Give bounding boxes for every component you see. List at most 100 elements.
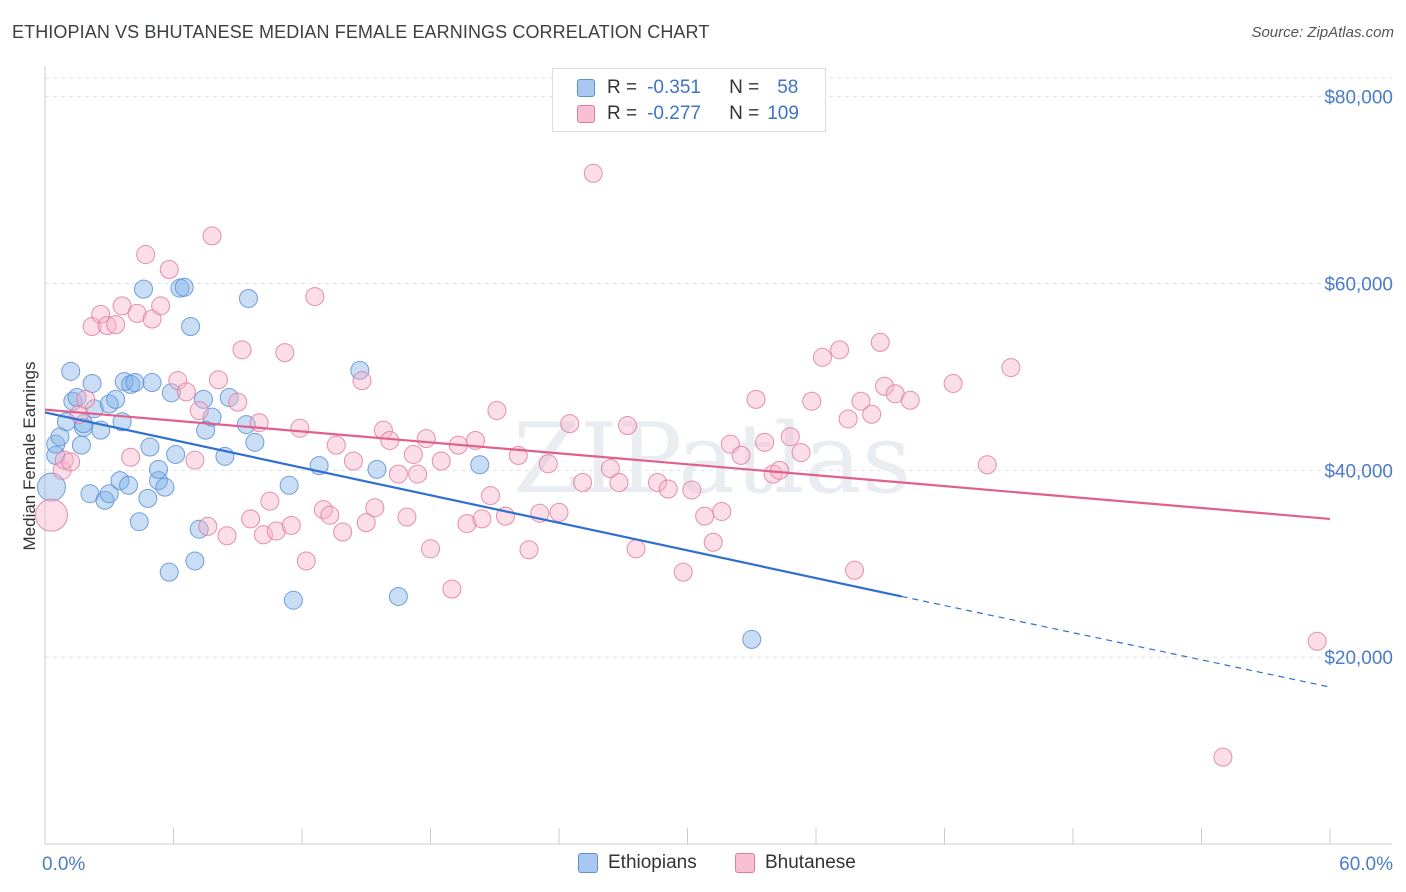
bhutanese-point [305,287,325,307]
bhutanese-point [388,464,408,484]
bhutanese-point [870,332,890,352]
r-value: -0.351 [647,77,701,98]
bhutanese-point [106,315,126,335]
bhutanese-point [232,340,252,360]
bhutanese-point [900,390,920,410]
bhutanese-point [266,521,286,541]
bhutanese-point [91,304,111,324]
bhutanese-point [151,296,171,316]
bhutanese-swatch [577,105,595,123]
bhutanese-point [862,404,882,424]
bhutanese-point [780,427,800,447]
bhutanese-point [54,450,74,470]
scatter-points [34,163,1327,767]
ethiopians-point [140,437,160,457]
bhutanese-point [538,454,558,474]
bhutanese-point [296,551,316,571]
bhutanese-point [421,539,440,559]
bhutanese-point [838,409,858,429]
ethiopians-point [174,277,194,297]
ethiopians-point [129,512,149,532]
bhutanese-point [275,343,295,363]
bhutanese-point [326,435,346,455]
source-credit: Source: ZipAtlas.com [1251,24,1394,41]
bhutanese-point [208,370,228,390]
bhutanese-legend-swatch [735,853,755,873]
r-label: R = [607,103,638,124]
bhutanese-point [202,226,222,246]
bhutanese-point [1213,747,1233,767]
bhutanese-point [61,452,81,472]
bhutanese-point [802,391,822,411]
bhutanese-point [943,373,963,393]
legend-item-bhutanese[interactable]: Bhutanese [735,852,856,874]
ethiopians-point [36,472,66,502]
bhutanese-point [320,505,340,525]
ethiopians-point [185,551,205,571]
bhutanese-point [600,458,620,478]
ethiopians-point [138,488,158,508]
bhutanese-point [695,506,715,526]
bhutanese-trend-line [44,408,1331,521]
ethiopians-point [238,288,258,308]
bhutanese-point [549,502,569,522]
bhutanese-point [731,445,751,465]
ethiopians-point [279,475,299,495]
bhutanese-point [763,464,783,484]
bhutanese-point [480,486,500,506]
ethiopians-legend-swatch [578,853,598,873]
bhutanese-point [712,501,732,521]
bhutanese-point [356,513,376,533]
bhutanese-point [112,296,132,316]
bhutanese-point [746,389,766,409]
bhutanese-point [755,432,775,452]
y-tick-label: $80,000 [1324,88,1393,109]
ethiopians-point [367,459,387,479]
ethiopians-point [155,477,175,497]
bhutanese-point [770,460,790,480]
y-tick-label: $60,000 [1324,275,1393,296]
bhutanese-point [352,371,372,391]
y-tick-labels: $20,000 $40,000 $60,000 $80,000 [1324,88,1393,669]
bhutanese-point [198,516,218,536]
bhutanese-point [875,376,895,396]
bhutanese-point [253,525,273,545]
bhutanese-point [403,444,423,464]
bhutanese-point [457,514,477,534]
bhutanese-point [472,509,492,529]
ethiopians-point [159,562,179,582]
bhutanese-point [127,303,147,323]
n-value: 109 [767,103,799,124]
legend-item-ethiopians[interactable]: Ethiopians [578,852,697,874]
bhutanese-point [487,401,507,421]
bhutanese-point [159,260,179,279]
bhutanese-point [189,401,209,421]
gridlines [45,77,1392,658]
bhutanese-point [845,560,865,580]
bhutanese-point [228,392,248,412]
ethiopians-point [470,455,490,475]
ethiopians-point [149,459,169,479]
bhutanese-point [583,163,603,183]
bhutanese-point [442,579,462,599]
n-label: N = [729,77,760,98]
legend-row-ethiopians: R = -0.351 N = 58 [553,75,798,101]
bhutanese-point [1001,358,1021,378]
bhutanese-point [609,472,629,492]
ethiopians-point [99,484,119,504]
series-bhutanese [34,163,1327,767]
bhutanese-point [333,522,353,542]
ethiopians-point [106,389,126,409]
n-label: N = [729,103,760,124]
ethiopians-point [125,373,145,393]
bhutanese-point [1307,631,1327,651]
bhutanese-point [791,443,811,463]
bhutanese-point [290,418,310,438]
ethiopians-trend-line [44,411,902,598]
bhutanese-point [397,507,417,527]
ethiopians-point [283,590,303,610]
bhutanese-point [121,447,141,467]
ethiopians-point [161,383,181,403]
axes [44,66,1392,845]
x-tick-labels: 0.0% 60.0% [42,854,1393,875]
